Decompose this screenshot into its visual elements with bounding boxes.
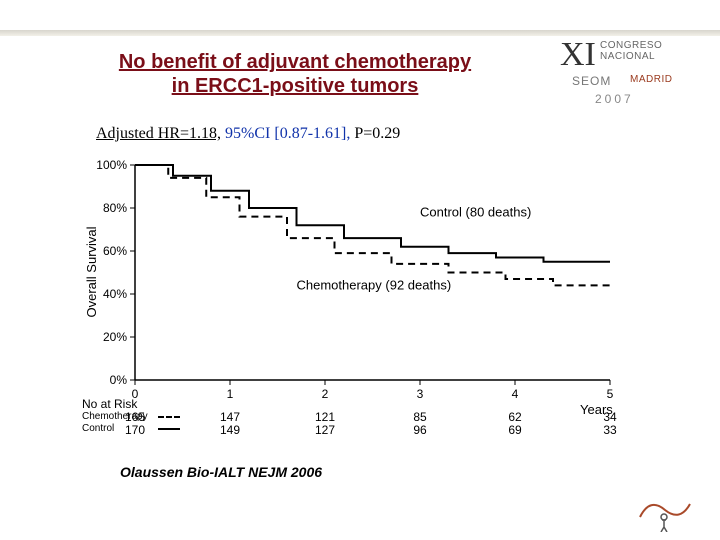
svg-text:0%: 0% (110, 373, 128, 387)
ci-value: 95%CI [0.87-1.61], (225, 125, 350, 142)
hr-value: Adjusted HR=1.18, (96, 125, 221, 142)
svg-text:1: 1 (227, 387, 234, 401)
svg-text:100%: 100% (96, 158, 127, 172)
p-value: P=0.29 (354, 125, 400, 142)
legend-dash-chemo (158, 416, 180, 418)
svg-text:5: 5 (607, 387, 614, 401)
risk-cell: 33 (590, 423, 630, 437)
legend-dash-control (158, 428, 180, 430)
title-line-1: No benefit of adjuvant chemotherapy (100, 50, 490, 74)
congress-org: SEOM (572, 74, 611, 88)
risk-cell: 121 (305, 410, 345, 424)
congress-text: CONGRESO NACIONAL (600, 40, 662, 62)
risk-cell: 85 (400, 410, 440, 424)
km-chart: 0%20%40%60%80%100%012345YearsOverall Sur… (80, 155, 620, 435)
title-line-2: in ERCC1-positive tumors (100, 74, 490, 98)
risk-cell: 62 (495, 410, 535, 424)
citation: Olaussen Bio-IALT NEJM 2006 (120, 464, 322, 480)
risk-row-control: Control (82, 423, 114, 434)
risk-header: No at Risk (82, 397, 137, 411)
risk-cell: 147 (210, 410, 250, 424)
svg-text:20%: 20% (103, 330, 127, 344)
congress-numeral: XI (560, 36, 596, 74)
svg-text:4: 4 (512, 387, 519, 401)
risk-cell: 170 (115, 423, 155, 437)
svg-text:60%: 60% (103, 244, 127, 258)
svg-text:80%: 80% (103, 201, 127, 215)
svg-text:Chemotherapy (92 deaths): Chemotherapy (92 deaths) (297, 278, 452, 293)
risk-cell: 149 (210, 423, 250, 437)
risk-cell: 96 (400, 423, 440, 437)
svg-text:3: 3 (417, 387, 424, 401)
congress-city: MADRID (630, 74, 672, 85)
svg-text:40%: 40% (103, 287, 127, 301)
risk-cell: 165 (115, 410, 155, 424)
risk-cell: 127 (305, 423, 345, 437)
risk-cell: 69 (495, 423, 535, 437)
hazard-ratio-text: Adjusted HR=1.18, 95%CI [0.87-1.61], P=0… (96, 125, 400, 143)
svg-text:2: 2 (322, 387, 329, 401)
svg-text:Overall Survival: Overall Survival (84, 226, 99, 317)
congress-year: 2007 (595, 92, 634, 106)
svg-text:Control (80 deaths): Control (80 deaths) (420, 205, 531, 220)
congress-logo: XI CONGRESO NACIONAL SEOM MADRID 2007 (560, 18, 710, 106)
risk-cell: 34 (590, 410, 630, 424)
km-series-chemotherapy (135, 165, 610, 290)
seom-footer-logo (630, 492, 700, 532)
